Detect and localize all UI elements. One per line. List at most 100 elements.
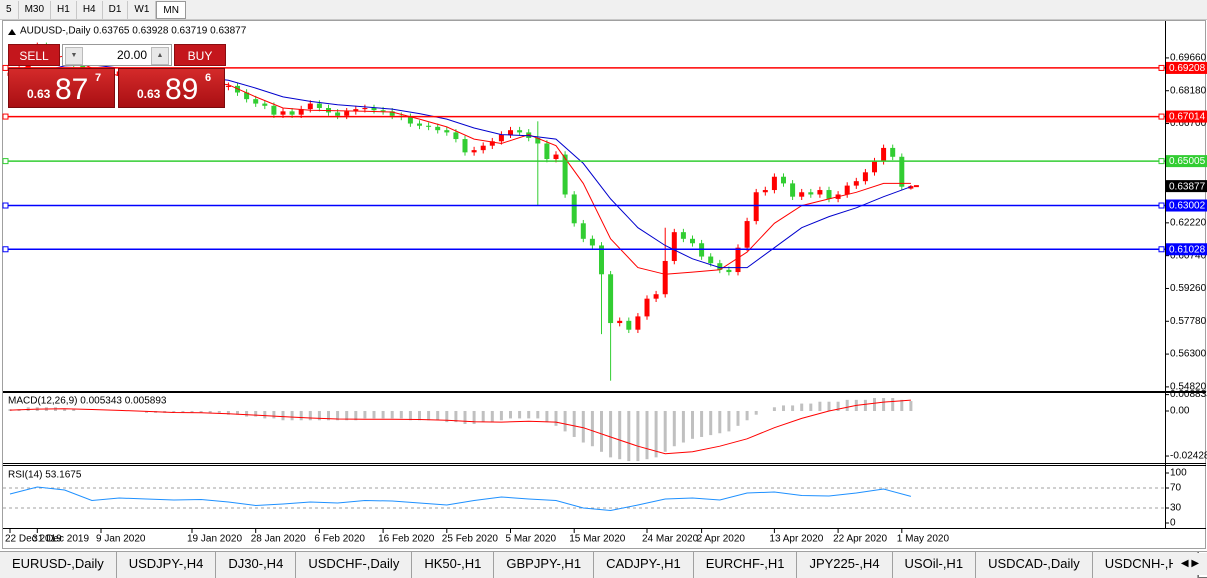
chart-tab[interactable]: JPY225-,H4 bbox=[797, 552, 893, 578]
candle-body bbox=[462, 139, 468, 153]
chart-tab[interactable]: EURCHF-,H1 bbox=[694, 552, 798, 578]
y-tick-label: 100 bbox=[1170, 468, 1187, 479]
timeframe-button[interactable]: H1 bbox=[51, 1, 77, 19]
histogram-bar bbox=[882, 398, 886, 411]
histogram-bar bbox=[399, 410, 403, 419]
candle-body bbox=[316, 103, 322, 109]
x-tick-label: 25 Feb 2020 bbox=[442, 534, 499, 545]
indicator-line bbox=[9, 399, 911, 455]
histogram-bar bbox=[418, 410, 421, 421]
x-tick-label: 28 Jan 2020 bbox=[251, 534, 306, 545]
candle-body bbox=[744, 221, 750, 248]
candle-body bbox=[890, 147, 896, 157]
histogram-bar bbox=[481, 410, 485, 423]
candle-body bbox=[762, 190, 768, 193]
candle-body bbox=[580, 223, 586, 239]
timeframe-button[interactable]: W1 bbox=[128, 1, 157, 19]
candle-body bbox=[862, 172, 868, 182]
y-tick-label: 30 bbox=[1170, 503, 1182, 514]
candle-body bbox=[371, 108, 377, 111]
histogram-bar bbox=[454, 410, 458, 423]
histogram-bar bbox=[145, 410, 148, 413]
histogram-bar bbox=[317, 410, 321, 421]
candle-body bbox=[599, 245, 604, 275]
candle-body bbox=[526, 132, 532, 138]
candle-body bbox=[417, 123, 422, 126]
histogram-bar bbox=[654, 410, 658, 458]
y-tick-label: 0.56300 bbox=[1170, 349, 1207, 360]
x-tick-label: 24 Mar 2020 bbox=[642, 534, 699, 545]
x-tick-label: 5 Mar 2020 bbox=[506, 534, 557, 545]
chart-tab[interactable]: CADJPY-,H1 bbox=[594, 552, 694, 578]
histogram-bar bbox=[272, 410, 276, 419]
x-tick-label: 31 Dec 2019 bbox=[32, 534, 89, 545]
histogram-bar bbox=[181, 410, 185, 413]
candle-body bbox=[307, 103, 313, 110]
histogram-bar bbox=[236, 410, 239, 415]
chart-tab[interactable]: DJ30-,H4 bbox=[216, 552, 297, 578]
chart-tab[interactable]: USDCHF-,Daily bbox=[296, 552, 413, 578]
x-tick-label: 6 Feb 2020 bbox=[314, 534, 365, 545]
candle-body bbox=[808, 192, 814, 195]
histogram-bar bbox=[873, 398, 876, 411]
histogram-bar bbox=[363, 410, 367, 419]
histogram-bar bbox=[172, 410, 176, 413]
candle-body bbox=[799, 192, 805, 197]
last-price-box bbox=[1166, 180, 1207, 193]
histogram-bar bbox=[772, 407, 776, 411]
last-price-label: 0.63877 bbox=[1169, 181, 1206, 192]
histogram-bar bbox=[627, 410, 631, 462]
ask-quote[interactable]: 0.63 89 6 bbox=[118, 68, 225, 108]
candle-body bbox=[735, 247, 741, 273]
sell-button[interactable]: SELL bbox=[8, 44, 60, 66]
candle-body bbox=[362, 108, 368, 110]
timeframe-button[interactable]: H4 bbox=[77, 1, 103, 19]
candle-body bbox=[444, 130, 450, 133]
candle-body bbox=[881, 147, 887, 162]
candle-body bbox=[426, 125, 432, 127]
histogram-bar bbox=[427, 410, 431, 421]
tab-scroll[interactable]: ◀ ▶ bbox=[1173, 553, 1207, 575]
candle-body bbox=[908, 186, 914, 189]
level-label: 0.67014 bbox=[1169, 112, 1206, 123]
candle-body bbox=[225, 85, 231, 87]
volume-down[interactable]: ▼ bbox=[65, 47, 83, 65]
chart-tab[interactable]: USOil-,H1 bbox=[893, 552, 977, 578]
timeframe-button[interactable]: D1 bbox=[103, 1, 129, 19]
histogram-bar bbox=[290, 410, 294, 421]
histogram-bar bbox=[199, 410, 203, 413]
histogram-bar bbox=[809, 403, 813, 411]
chart-tab[interactable]: EURUSD-,Daily bbox=[0, 552, 117, 578]
timeframe-button[interactable]: MN bbox=[156, 1, 186, 19]
histogram-bar bbox=[590, 410, 594, 447]
volume-input[interactable]: ▼ 20.00 ▲ bbox=[62, 44, 172, 66]
histogram-bar bbox=[836, 401, 840, 411]
histogram-bar bbox=[736, 410, 740, 426]
buy-button[interactable]: BUY bbox=[174, 44, 226, 66]
chart-tab[interactable]: GBPJPY-,H1 bbox=[494, 552, 595, 578]
histogram-bar bbox=[190, 410, 194, 413]
histogram-bar bbox=[791, 405, 795, 411]
histogram-bar bbox=[217, 410, 221, 413]
candle-body bbox=[244, 92, 250, 100]
bid-big: 0.63 bbox=[27, 87, 51, 101]
volume-up[interactable]: ▲ bbox=[151, 47, 169, 65]
histogram-bar bbox=[490, 410, 494, 423]
histogram-bar bbox=[354, 410, 358, 421]
candle-body bbox=[289, 111, 295, 115]
timeframe-button[interactable]: 5 bbox=[0, 1, 19, 19]
histogram-bar bbox=[263, 410, 267, 419]
chart-tab[interactable]: HK50-,H1 bbox=[412, 552, 495, 578]
timeframe-button[interactable]: M30 bbox=[19, 1, 52, 19]
chart-tab[interactable]: USDJPY-,H4 bbox=[117, 552, 217, 578]
chart-frame bbox=[2, 20, 1206, 549]
level-handle bbox=[1158, 64, 1165, 71]
candle-body bbox=[644, 298, 650, 317]
bid-quote[interactable]: 0.63 87 7 bbox=[8, 68, 115, 108]
chart-tab[interactable]: USDCAD-,Daily bbox=[976, 552, 1093, 578]
bid-frac: 7 bbox=[95, 72, 102, 84]
level-box bbox=[1166, 61, 1207, 74]
histogram-bar bbox=[818, 401, 822, 411]
histogram-bar bbox=[372, 410, 376, 419]
